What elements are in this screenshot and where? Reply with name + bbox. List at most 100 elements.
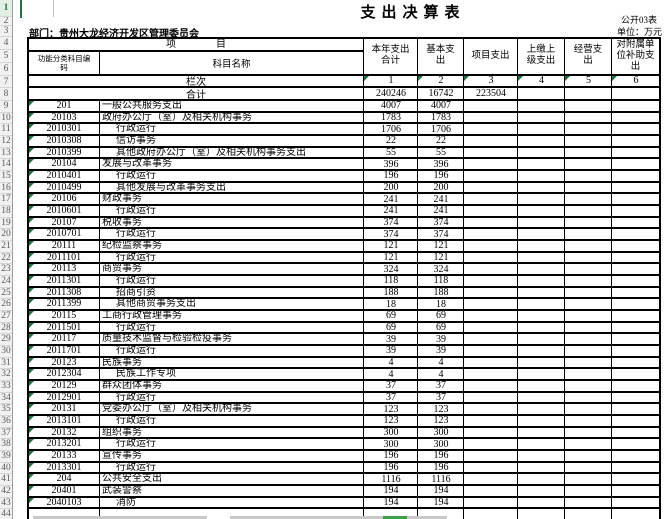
name-cell[interactable]: 行政运行 [116, 439, 156, 450]
row-header-23[interactable]: 23 [0, 264, 12, 277]
value-cell[interactable]: 194 [363, 485, 418, 496]
value-cell[interactable] [611, 264, 659, 275]
row-header-2[interactable]: 2 [0, 17, 12, 26]
value-cell[interactable] [463, 509, 518, 519]
value-cell[interactable]: 1706 [417, 124, 464, 135]
value-cell[interactable] [611, 101, 659, 111]
row-header-21[interactable]: 21 [0, 241, 12, 253]
value-cell[interactable] [564, 474, 612, 485]
code-cell[interactable]: 2011501 [29, 322, 100, 333]
value-cell[interactable] [463, 182, 518, 193]
value-cell[interactable]: 118 [363, 275, 418, 286]
value-cell[interactable] [517, 194, 565, 205]
value-cell[interactable] [463, 404, 518, 415]
value-cell[interactable] [611, 217, 659, 228]
value-cell[interactable] [463, 171, 518, 181]
value-cell[interactable] [564, 124, 612, 134]
code-cell[interactable]: 2013101 [29, 416, 100, 426]
name-cell[interactable]: 税收事务 [102, 217, 142, 228]
value-cell[interactable] [463, 416, 518, 426]
value-cell[interactable] [611, 462, 659, 473]
value-cell[interactable] [517, 299, 565, 310]
row-header-16[interactable]: 16 [0, 182, 12, 195]
value-cell[interactable]: 4007 [417, 100, 464, 111]
value-cell[interactable]: 1783 [417, 112, 464, 123]
value-cell[interactable] [517, 439, 565, 450]
code-cell[interactable]: 2012901 [29, 392, 100, 403]
name-cell[interactable]: 行政运行 [116, 252, 156, 263]
value-cell[interactable] [463, 346, 518, 356]
value-cell[interactable] [611, 206, 659, 216]
row-header-42[interactable]: 42 [0, 486, 12, 498]
value-cell[interactable] [564, 171, 612, 181]
value-cell[interactable] [517, 474, 565, 485]
value-cell[interactable]: 196 [363, 450, 418, 461]
code-cell[interactable]: 20133 [29, 451, 100, 461]
value-cell[interactable] [564, 486, 612, 496]
value-cell[interactable]: 374 [363, 217, 418, 228]
code-cell[interactable]: 201 [29, 101, 100, 111]
name-cell[interactable]: 一般公共服务支出 [102, 101, 182, 111]
name-cell[interactable]: 行政运行 [116, 322, 156, 333]
value-cell[interactable] [564, 241, 612, 251]
value-cell[interactable]: 241 [363, 205, 418, 216]
value-cell[interactable] [611, 451, 659, 461]
name-cell[interactable]: 行政运行 [116, 276, 156, 286]
row-header-15[interactable]: 15 [0, 171, 12, 183]
value-cell[interactable]: 55 [363, 147, 418, 158]
value-cell[interactable] [564, 112, 612, 123]
value-cell[interactable] [564, 509, 612, 519]
row-header-25[interactable]: 25 [0, 287, 12, 300]
code-cell[interactable]: 2011701 [29, 346, 100, 356]
row-header-18[interactable]: 18 [0, 206, 12, 218]
row-header-44[interactable]: 44 [0, 509, 12, 519]
value-cell[interactable]: 18 [363, 299, 418, 310]
col-header-upturned-expenditure[interactable]: 上缴上 级支出 [517, 39, 564, 76]
doc-number-label[interactable]: 公开03表 [620, 15, 657, 25]
value-cell[interactable]: 324 [363, 264, 418, 275]
value-cell[interactable] [463, 311, 518, 321]
value-cell[interactable]: 4 [363, 369, 418, 380]
subject-name-header-cell[interactable]: 科目名称 [100, 52, 363, 76]
value-cell[interactable] [517, 462, 565, 473]
value-cell[interactable] [463, 194, 518, 205]
code-cell[interactable]: 20401 [29, 486, 100, 496]
value-cell[interactable] [564, 101, 612, 111]
value-cell[interactable] [564, 451, 612, 461]
row-header-34[interactable]: 34 [0, 392, 12, 405]
value-cell[interactable] [611, 322, 659, 333]
value-cell[interactable] [564, 392, 612, 403]
value-cell[interactable] [564, 416, 612, 426]
value-cell[interactable]: 200 [363, 182, 418, 193]
value-cell[interactable] [463, 322, 518, 333]
value-cell[interactable] [611, 252, 659, 263]
value-cell[interactable] [611, 124, 659, 134]
name-cell[interactable]: 商贸事务 [102, 264, 142, 275]
lanci-cell[interactable]: 1 [363, 75, 418, 86]
code-cell[interactable]: 2040103 [29, 497, 100, 508]
value-cell[interactable] [517, 322, 565, 333]
value-cell[interactable]: 188 [417, 287, 464, 298]
value-cell[interactable]: 241 [363, 194, 418, 205]
row-header-22[interactable]: 22 [0, 252, 12, 265]
value-cell[interactable] [564, 264, 612, 275]
col-header-basic-expenditure[interactable]: 基本支 出 [417, 39, 463, 76]
value-cell[interactable]: 324 [417, 264, 464, 275]
value-cell[interactable]: 37 [417, 392, 464, 403]
name-cell[interactable]: 行政运行 [116, 416, 156, 426]
value-cell[interactable] [564, 427, 612, 438]
value-cell[interactable] [517, 241, 565, 251]
value-cell[interactable] [517, 334, 565, 345]
value-cell[interactable] [517, 171, 565, 181]
value-cell[interactable]: 39 [417, 345, 464, 356]
value-cell[interactable] [463, 299, 518, 310]
value-cell[interactable] [611, 392, 659, 403]
value-cell[interactable] [517, 182, 565, 193]
name-cell[interactable]: 行政运行 [116, 392, 156, 403]
row-header-33[interactable]: 33 [0, 381, 12, 393]
value-cell[interactable] [463, 101, 518, 111]
value-cell[interactable] [463, 264, 518, 275]
total-value-cell[interactable]: 16742 [417, 88, 464, 99]
value-cell[interactable]: 69 [417, 310, 464, 321]
name-cell[interactable]: 群众团体事务 [102, 381, 162, 391]
